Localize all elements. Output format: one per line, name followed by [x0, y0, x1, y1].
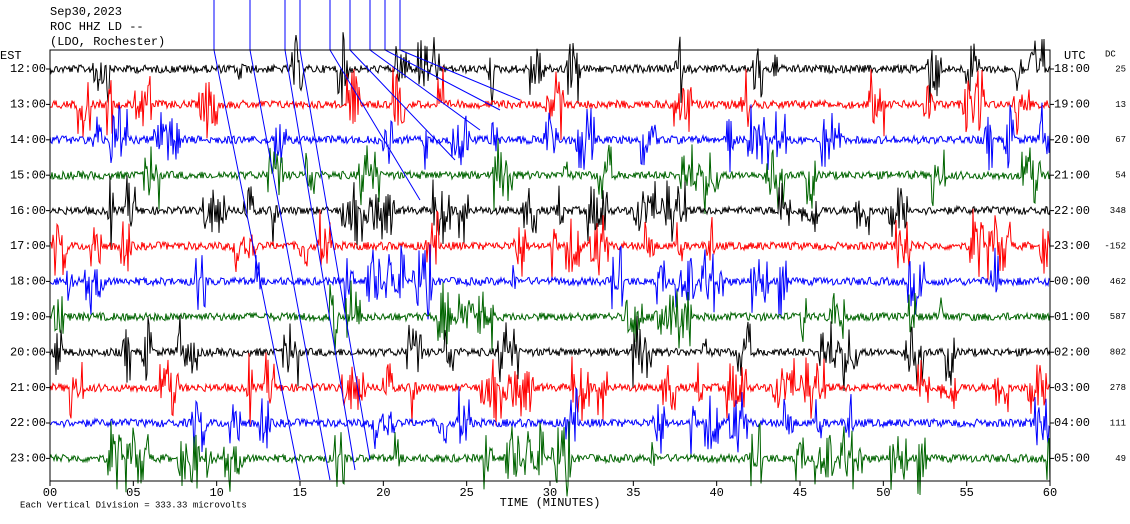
right-axis-label: 21:00: [1054, 168, 1090, 182]
trace: [49, 244, 1051, 320]
trace: [49, 315, 1051, 392]
dc-value: 111: [1110, 418, 1126, 428]
left-axis-label: 19:00: [10, 310, 46, 324]
left-axis-label: 21:00: [10, 381, 46, 395]
x-tick-label: 05: [126, 486, 140, 500]
left-axis-label: 18:00: [10, 275, 46, 289]
right-axis-label: 02:00: [1054, 345, 1090, 359]
x-tick-label: 50: [876, 486, 890, 500]
trace: [49, 138, 1051, 215]
trace: [49, 386, 1051, 458]
event-line: [329, 0, 421, 201]
dc-title: DC: [1105, 49, 1116, 59]
trace: [49, 102, 1051, 173]
trace: [49, 32, 1051, 107]
dc-value: 348: [1110, 206, 1126, 216]
event-line: [349, 0, 456, 161]
right-axis-label: 01:00: [1054, 310, 1090, 324]
x-axis-title: TIME (MINUTES): [500, 496, 601, 510]
dc-value: 278: [1110, 383, 1126, 393]
event-markers: [213, 0, 521, 481]
right-axis-label: 05:00: [1054, 452, 1090, 466]
left-axis-label: 22:00: [10, 416, 46, 430]
trace: [49, 66, 1051, 141]
dc-value: 462: [1110, 277, 1126, 287]
x-tick-label: 00: [43, 486, 57, 500]
dc-value: 13: [1115, 100, 1126, 110]
x-tick-label: 55: [959, 486, 973, 500]
trace: [49, 421, 1051, 497]
x-tick-label: 30: [543, 486, 557, 500]
left-axis-label: 20:00: [10, 345, 46, 359]
right-axis-label: 20:00: [1054, 133, 1090, 147]
x-tick-label: 35: [626, 486, 640, 500]
x-tick-label: 45: [793, 486, 807, 500]
traces: [49, 32, 1051, 497]
trace: [50, 208, 1051, 281]
dc-value: 802: [1110, 348, 1126, 358]
dc-value: 49: [1115, 454, 1126, 464]
date: Sep30,2023: [50, 5, 122, 19]
x-tick-label: 10: [209, 486, 223, 500]
right-axis-label: 04:00: [1054, 416, 1090, 430]
trace: [49, 175, 1051, 250]
left-axis-label: 12:00: [10, 62, 46, 76]
trace: [49, 352, 1051, 427]
left-axis-label: 16:00: [10, 204, 46, 218]
x-tick-label: 60: [1043, 486, 1057, 500]
left-axis-label: 23:00: [10, 452, 46, 466]
dc-value: 54: [1115, 171, 1126, 181]
x-tick-label: 25: [459, 486, 473, 500]
station: ROC HHZ LD --: [50, 20, 144, 34]
dc-value: 67: [1115, 135, 1126, 145]
dc-value: 25: [1115, 64, 1126, 74]
dc-value: -152: [1104, 241, 1126, 251]
right-axis-label: 23:00: [1054, 239, 1090, 253]
left-axis-label: 17:00: [10, 239, 46, 253]
location: (LDO, Rochester): [50, 35, 165, 49]
right-axis-label: 18:00: [1054, 62, 1090, 76]
left-axis-label: 13:00: [10, 98, 46, 112]
right-axis-label: 19:00: [1054, 98, 1090, 112]
trace: [49, 280, 1051, 355]
dc-value: 587: [1110, 312, 1126, 322]
right-axis-label: 22:00: [1054, 204, 1090, 218]
x-tick-label: 40: [709, 486, 723, 500]
left-axis-title: EST: [0, 49, 22, 63]
x-tick-label: 15: [293, 486, 307, 500]
right-axis-title: UTC: [1064, 49, 1086, 63]
right-axis-label: 00:00: [1054, 275, 1090, 289]
left-axis-label: 15:00: [10, 168, 46, 182]
right-axis-label: 03:00: [1054, 381, 1090, 395]
x-tick-label: 20: [376, 486, 390, 500]
footer: Each Vertical Division = 333.33 microvol…: [20, 500, 247, 510]
left-axis-label: 14:00: [10, 133, 46, 147]
